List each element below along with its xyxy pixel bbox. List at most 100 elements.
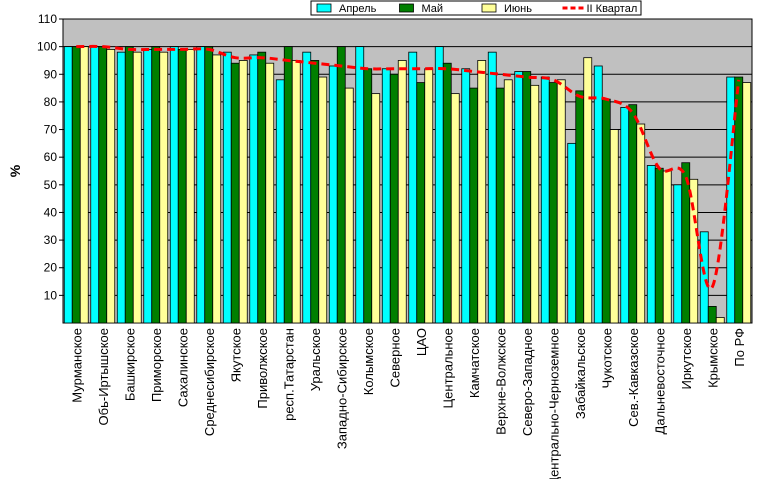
x-tick-label: Камчатское (467, 328, 482, 398)
x-tick-label: Северное (387, 328, 402, 387)
bar (487, 51, 497, 324)
x-tick-label: Приморское (149, 328, 164, 402)
bar (196, 46, 206, 324)
x-axis: Мурманское Обь-Иртышское Башкирское Приморс… (69, 328, 747, 484)
bar (556, 79, 566, 324)
bar (143, 49, 153, 324)
bar (503, 79, 513, 324)
bar (654, 167, 664, 324)
bar (265, 62, 275, 324)
legend-swatch (316, 3, 332, 13)
y-axis: 10 20 30 40 50 60 70 80 90 100 110 (37, 12, 64, 323)
bar (620, 107, 630, 324)
y-tick-label: 10 (44, 288, 58, 302)
bar (90, 46, 100, 324)
y-tick-label: 40 (44, 205, 58, 219)
bar (530, 84, 540, 324)
bar (212, 54, 222, 324)
x-tick-label: По РФ (732, 328, 747, 367)
bar (371, 93, 381, 324)
x-tick-label: ЦАО (414, 328, 429, 356)
bar (477, 60, 487, 324)
line-series (76, 44, 741, 291)
legend-label: Май (422, 3, 444, 15)
y-tick-label: 80 (44, 95, 58, 109)
bar (257, 51, 267, 324)
bar (71, 46, 81, 324)
x-tick-label: Северо-Западное (520, 328, 535, 436)
bar (336, 46, 346, 324)
bar (583, 57, 593, 324)
bar (230, 62, 240, 324)
x-tick-label: Чукотское (599, 328, 614, 389)
series-line (76, 44, 741, 291)
x-tick-label: Иркутское (679, 328, 694, 390)
bar (673, 184, 683, 324)
legend: Апрель Май Июнь II Квартал (310, 0, 642, 16)
bar (681, 162, 691, 324)
bar (450, 93, 460, 324)
legend-label: Апрель (339, 3, 377, 15)
bar (699, 231, 709, 324)
bar (434, 46, 444, 324)
y-tick-label: 30 (44, 233, 58, 247)
legend-box (310, 0, 642, 16)
y-tick-label: 50 (44, 178, 58, 192)
bar (291, 60, 301, 324)
bar (715, 317, 725, 324)
bar (662, 170, 672, 324)
bar (397, 60, 407, 324)
bar (389, 73, 399, 324)
y-tick-label: 60 (44, 150, 58, 164)
bar (132, 51, 142, 324)
bar (408, 51, 418, 324)
legend-swatch (399, 3, 414, 13)
bar (567, 142, 577, 324)
bar (424, 68, 434, 324)
bar (344, 87, 354, 324)
bar (159, 51, 169, 324)
bar (63, 46, 73, 324)
bar (628, 104, 638, 324)
bar (124, 46, 134, 324)
bar (646, 165, 656, 324)
bar (469, 87, 479, 324)
bar (461, 68, 471, 324)
bar (609, 129, 619, 324)
bar (593, 65, 603, 324)
bar (689, 178, 699, 324)
bar (283, 46, 293, 324)
x-tick-label: Дальневосточное (652, 328, 667, 434)
bar (302, 51, 312, 324)
y-tick-label: 90 (44, 67, 58, 81)
bar (185, 49, 195, 324)
bar (363, 68, 373, 324)
bar (601, 98, 611, 324)
bar (310, 60, 320, 324)
bar (742, 82, 752, 324)
y-tick-label: 70 (44, 123, 58, 137)
y-tick-label: 20 (44, 261, 58, 275)
x-tick-label: Верхне-Волжское (493, 328, 508, 435)
x-tick-label: респ.Татарстан (281, 328, 296, 421)
bar (442, 62, 452, 324)
x-tick-label: Западно-Сибирское (334, 328, 349, 449)
x-tick-label: Среднесибирское (202, 328, 217, 436)
x-tick-label: Сев.-Кавказское (626, 328, 641, 427)
x-tick-label: Якутское (228, 328, 243, 382)
bar (726, 76, 736, 324)
bar (204, 46, 214, 324)
x-tick-label: Мурманское (69, 328, 84, 403)
bar (540, 76, 550, 324)
x-tick-label: Сахалинское (175, 328, 190, 407)
bar (249, 54, 259, 324)
y-axis-label: % (7, 164, 23, 177)
x-tick-label: Забайкальское (573, 328, 588, 419)
bar (355, 46, 365, 324)
x-tick-label: Обь-Иртышское (96, 328, 111, 425)
bar (636, 123, 646, 324)
legend-label: II Квартал (587, 3, 638, 15)
bar (328, 65, 338, 324)
